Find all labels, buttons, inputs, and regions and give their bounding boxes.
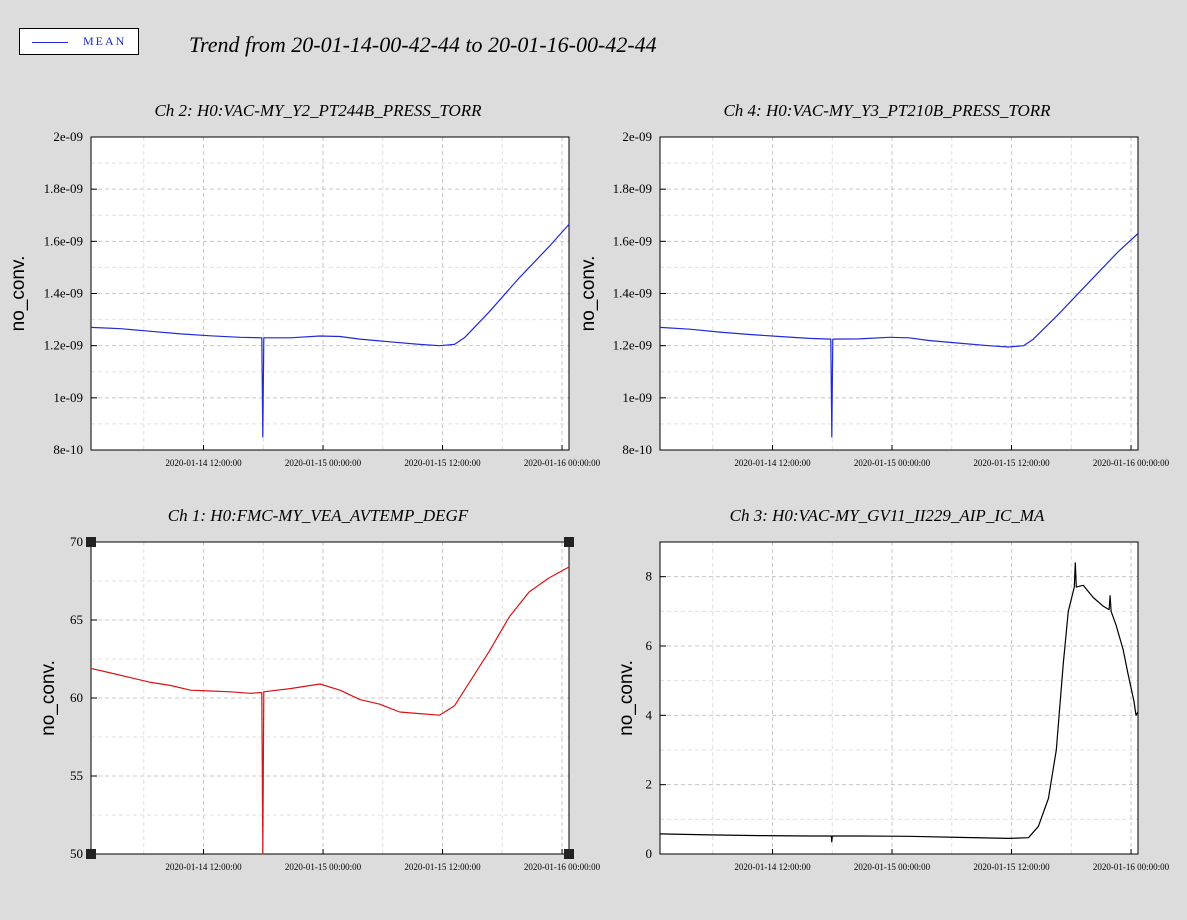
y-tick-label: 2 — [646, 777, 653, 792]
legend: MEAN — [19, 28, 139, 55]
page-title: Trend from 20-01-14-00-42-44 to 20-01-16… — [189, 32, 657, 57]
x-tick-label: 2020-01-15 00:00:00 — [854, 458, 931, 468]
x-tick-label: 2020-01-14 12:00:00 — [165, 458, 242, 468]
y-tick-label: 70 — [70, 534, 83, 549]
x-tick-label: 2020-01-16 00:00:00 — [1093, 458, 1170, 468]
x-tick-label: 2020-01-14 12:00:00 — [734, 458, 811, 468]
y-tick-label: 4 — [646, 707, 653, 722]
x-tick-label: 2020-01-15 12:00:00 — [404, 458, 481, 468]
x-tick-label: 2020-01-15 00:00:00 — [285, 458, 362, 468]
x-tick-label: 2020-01-14 12:00:00 — [734, 862, 811, 872]
x-tick-label: 2020-01-16 00:00:00 — [524, 458, 601, 468]
x-tick-label: 2020-01-16 00:00:00 — [1093, 862, 1170, 872]
y-tick-label: 1.2e-09 — [613, 338, 652, 353]
y-tick-label: 1e-09 — [53, 390, 83, 405]
x-tick-label: 2020-01-15 12:00:00 — [404, 862, 481, 872]
chart-title: Ch 3: H0:VAC-MY_GV11_II229_AIP_IC_MA — [730, 506, 1045, 525]
y-tick-label: 65 — [70, 612, 83, 627]
legend-line-swatch — [32, 42, 68, 43]
series-line — [90, 566, 570, 855]
x-tick-label: 2020-01-16 00:00:00 — [524, 862, 601, 872]
selection-handle — [564, 537, 574, 547]
series-line — [659, 233, 1139, 438]
x-tick-label: 2020-01-15 12:00:00 — [973, 458, 1050, 468]
x-tick-label: 2020-01-14 12:00:00 — [165, 862, 242, 872]
y-tick-label: 2e-09 — [53, 129, 83, 144]
y-tick-label: 2e-09 — [622, 129, 652, 144]
y-tick-label: 8 — [646, 569, 653, 584]
plot-area — [660, 542, 1138, 854]
plot-frame — [659, 541, 1139, 855]
y-tick-label: 1.4e-09 — [613, 286, 652, 301]
y-tick-label: 1e-09 — [622, 390, 652, 405]
x-tick-label: 2020-01-15 00:00:00 — [285, 862, 362, 872]
selection-handle — [86, 849, 96, 859]
selection-handle — [86, 537, 96, 547]
y-tick-label: 6 — [646, 638, 653, 653]
chart-title: Ch 2: H0:VAC-MY_Y2_PT244B_PRESS_TORR — [154, 101, 482, 120]
y-tick-label: 1.2e-09 — [44, 338, 83, 353]
y-tick-label: 55 — [70, 768, 83, 783]
x-tick-label: 2020-01-15 00:00:00 — [854, 862, 931, 872]
legend-label: MEAN — [83, 34, 127, 48]
x-tick-label: 2020-01-15 12:00:00 — [973, 862, 1050, 872]
y-tick-label: 8e-10 — [622, 442, 652, 457]
y-tick-label: 50 — [70, 846, 83, 861]
series-line — [90, 223, 570, 438]
chart-title: Ch 1: H0:FMC-MY_VEA_AVTEMP_DEGF — [168, 506, 469, 525]
y-tick-label: 0 — [646, 846, 653, 861]
series-line — [659, 562, 1139, 843]
y-tick-label: 1.6e-09 — [613, 233, 652, 248]
y-axis-label: no_conv. — [8, 256, 29, 332]
y-axis-label: no_conv. — [38, 660, 59, 736]
selection-handle — [564, 849, 574, 859]
y-axis-label: no_conv. — [578, 256, 599, 332]
y-tick-label: 1.8e-09 — [613, 181, 652, 196]
chart-title: Ch 4: H0:VAC-MY_Y3_PT210B_PRESS_TORR — [723, 101, 1051, 120]
y-tick-label: 1.4e-09 — [44, 286, 83, 301]
y-tick-label: 1.6e-09 — [44, 233, 83, 248]
y-axis-label: no_conv. — [616, 660, 637, 736]
y-tick-label: 60 — [70, 690, 83, 705]
y-tick-label: 8e-10 — [53, 442, 83, 457]
y-tick-label: 1.8e-09 — [44, 181, 83, 196]
